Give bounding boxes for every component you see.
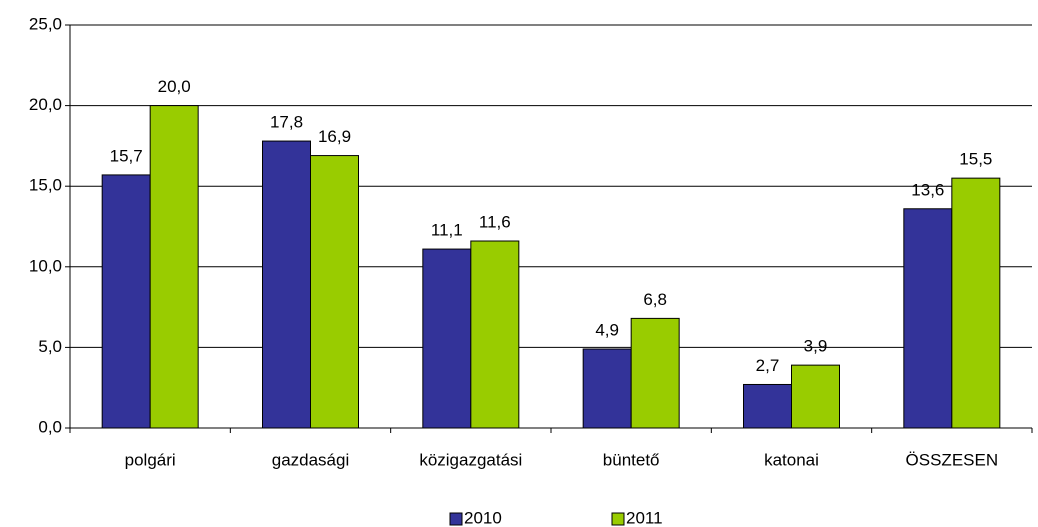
value-label: 15,7 [110, 146, 143, 165]
value-label: 11,6 [479, 212, 511, 231]
y-tick-label: 10,0 [29, 256, 62, 275]
y-tick-label: 25,0 [29, 14, 62, 33]
x-tick-label: polgári [125, 450, 176, 469]
value-label: 17,8 [270, 113, 303, 132]
x-tick-label: gazdasági [272, 450, 350, 469]
value-label: 2,7 [756, 356, 780, 375]
legend-swatch [611, 512, 625, 526]
bar [743, 383, 792, 429]
x-tick-label: közigazgatási [419, 450, 522, 469]
value-label: 13,6 [911, 180, 944, 199]
value-label: 3,9 [804, 337, 828, 356]
bar [791, 364, 840, 429]
legend-label: 2010 [464, 508, 502, 527]
y-tick-label: 15,0 [29, 176, 62, 195]
y-tick-label: 20,0 [29, 95, 62, 114]
legend-swatch [449, 512, 463, 526]
bar [470, 240, 520, 429]
y-tick-label: 5,0 [38, 337, 62, 356]
x-tick-label: katonai [764, 450, 819, 469]
bar [951, 177, 1001, 429]
legend-label: 2011 [626, 508, 663, 527]
value-label: 16,9 [318, 127, 351, 146]
bar [903, 208, 953, 429]
value-label: 15,5 [959, 150, 992, 169]
value-label: 4,9 [595, 320, 619, 339]
value-label: 11,1 [431, 221, 463, 240]
bar [422, 248, 472, 429]
bar [582, 348, 632, 429]
bar [630, 317, 680, 429]
bar [310, 155, 359, 429]
bar [149, 105, 199, 429]
value-label: 20,0 [158, 77, 191, 96]
bar [262, 140, 311, 429]
bar [101, 174, 151, 429]
y-tick-label: 0,0 [38, 417, 62, 436]
x-tick-label: büntető [603, 450, 660, 469]
value-label: 6,8 [643, 290, 667, 309]
x-tick-label: ÖSSZESEN [906, 450, 999, 469]
